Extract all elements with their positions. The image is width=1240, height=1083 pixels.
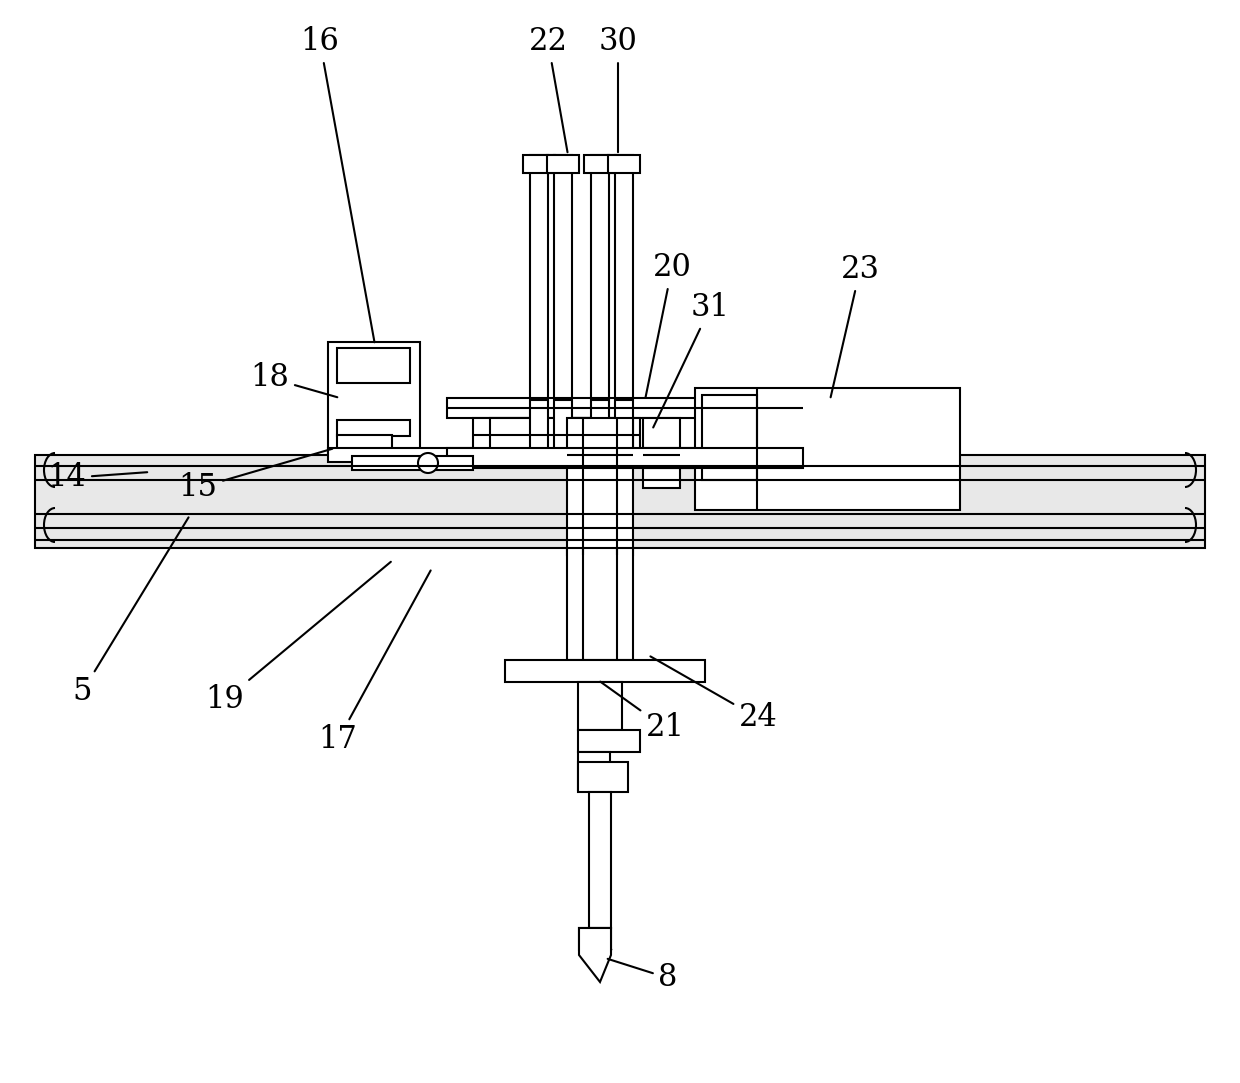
Text: 14: 14 <box>47 462 148 494</box>
Text: 8: 8 <box>608 958 678 993</box>
Text: 19: 19 <box>206 562 391 716</box>
Text: 15: 15 <box>179 448 332 504</box>
Text: 21: 21 <box>600 681 684 744</box>
Bar <box>446 448 804 468</box>
Bar <box>702 395 756 451</box>
Bar <box>615 155 632 400</box>
Bar <box>35 455 1205 548</box>
Bar <box>578 730 640 752</box>
Bar <box>591 400 609 455</box>
Bar <box>578 752 610 790</box>
Bar <box>591 155 609 400</box>
Bar <box>554 155 572 400</box>
Bar <box>702 451 756 480</box>
Bar <box>567 418 632 554</box>
Bar <box>644 418 680 488</box>
Bar <box>644 448 815 468</box>
Bar <box>446 397 804 418</box>
Bar <box>554 400 572 455</box>
Bar <box>579 928 611 950</box>
Bar <box>547 155 579 173</box>
Text: 31: 31 <box>653 292 729 428</box>
Polygon shape <box>579 928 611 982</box>
Bar <box>329 448 472 462</box>
Polygon shape <box>579 950 611 980</box>
Text: 17: 17 <box>319 571 430 756</box>
Bar <box>352 456 472 470</box>
Text: 20: 20 <box>646 252 692 397</box>
Bar <box>529 400 548 455</box>
Bar <box>567 548 632 660</box>
Text: 16: 16 <box>300 26 374 342</box>
Bar <box>615 400 632 455</box>
Bar <box>578 682 622 730</box>
Text: 22: 22 <box>528 26 568 153</box>
Bar <box>694 388 960 510</box>
Bar <box>578 762 627 792</box>
Bar <box>558 418 608 455</box>
Bar <box>472 418 640 455</box>
Bar <box>337 420 410 436</box>
Bar <box>584 155 616 173</box>
Circle shape <box>418 453 438 473</box>
Text: 18: 18 <box>250 363 337 397</box>
Bar <box>490 418 534 455</box>
Text: 23: 23 <box>831 255 879 397</box>
Bar <box>608 155 640 173</box>
Bar <box>529 155 548 400</box>
Bar <box>337 435 392 460</box>
Text: 5: 5 <box>72 518 188 707</box>
Bar <box>505 660 706 682</box>
Bar <box>589 792 611 928</box>
Bar <box>329 342 420 455</box>
Bar <box>523 155 556 173</box>
Text: 30: 30 <box>599 26 637 153</box>
Text: 24: 24 <box>651 656 777 733</box>
Bar <box>337 348 410 383</box>
